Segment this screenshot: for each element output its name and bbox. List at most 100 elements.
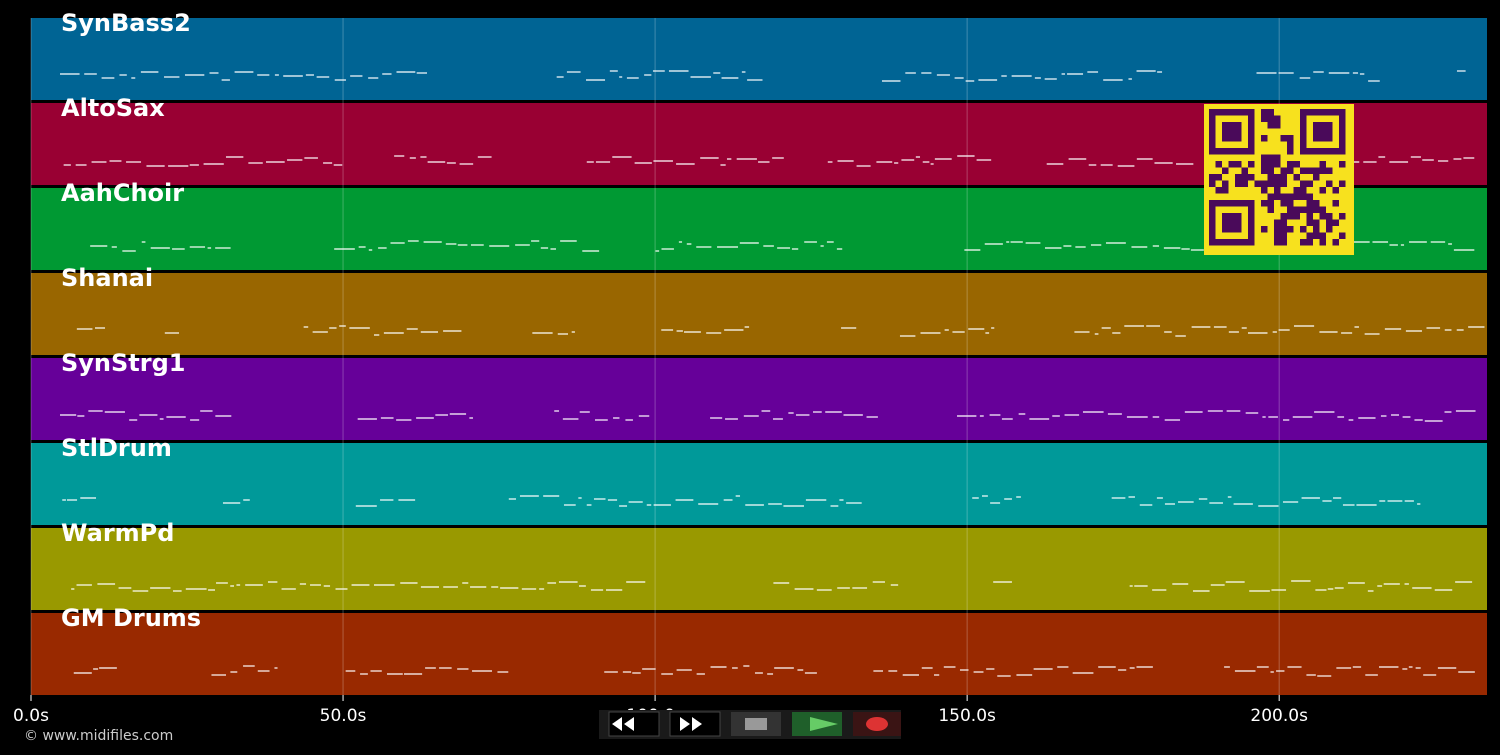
qr-cell (1241, 174, 1248, 181)
qr-cell (1306, 180, 1313, 187)
qr-cell (1267, 115, 1274, 122)
qr-cell (1300, 226, 1307, 233)
qr-cell (1274, 232, 1281, 239)
qr-cell (1235, 161, 1242, 168)
qr-cell (1339, 161, 1346, 168)
track-row (31, 358, 1487, 440)
qr-cell (1235, 174, 1242, 181)
qr-cell (1209, 180, 1216, 187)
qr-cell (1326, 213, 1333, 220)
qr-cell (1319, 206, 1326, 213)
qr-cell (1274, 193, 1281, 200)
qr-cell (1306, 239, 1313, 246)
qr-cell (1280, 200, 1287, 207)
forward-icon (680, 717, 702, 731)
qr-cell (1261, 187, 1268, 194)
qr-cell (1274, 180, 1281, 187)
qr-cell (1280, 193, 1287, 200)
qr-cell (1274, 239, 1281, 246)
qr-cell (1287, 161, 1294, 168)
qr-cell (1267, 193, 1274, 200)
qr-cell (1267, 174, 1274, 181)
qr-cell (1332, 219, 1339, 226)
qr-cell (1280, 226, 1287, 233)
track-label: WarmPd (61, 519, 174, 547)
qr-cell (1274, 187, 1281, 194)
track-label: GM Drums (61, 604, 201, 632)
qr-cell (1332, 200, 1339, 207)
qr-cell (1261, 161, 1268, 168)
qr-cell (1313, 206, 1320, 213)
track-row (31, 443, 1487, 525)
qr-cell (1261, 115, 1268, 122)
qr-cell (1267, 206, 1274, 213)
qr-cell (1326, 180, 1333, 187)
qr-cell (1261, 135, 1268, 142)
play-icon (810, 717, 838, 731)
qr-cell (1293, 161, 1300, 168)
track-label: AltoSax (61, 94, 165, 122)
qr-cell (1215, 174, 1222, 181)
qr-cell (1261, 154, 1268, 161)
qr-cell (1274, 115, 1281, 122)
qr-cell (1261, 200, 1268, 207)
tick-label: 200.0s (1250, 706, 1308, 726)
qr-cell (1287, 200, 1294, 207)
qr-cell (1306, 213, 1313, 220)
qr-cell (1313, 174, 1320, 181)
qr-cell (1332, 239, 1339, 246)
qr-finder (1222, 213, 1242, 233)
qr-cell (1293, 206, 1300, 213)
qr-cell (1280, 167, 1287, 174)
qr-cell (1222, 187, 1229, 194)
qr-cell (1306, 200, 1313, 207)
rewind-button[interactable] (608, 711, 660, 737)
qr-cell (1274, 219, 1281, 226)
qr-cell (1306, 232, 1313, 239)
qr-cell (1287, 206, 1294, 213)
qr-cell (1300, 187, 1307, 194)
qr-cell (1274, 154, 1281, 161)
qr-cell (1326, 219, 1333, 226)
qr-cell (1319, 161, 1326, 168)
track-row (31, 18, 1487, 100)
qr-cell (1319, 232, 1326, 239)
qr-cell (1267, 180, 1274, 187)
qr-cell (1209, 174, 1216, 181)
qr-cell (1339, 180, 1346, 187)
qr-cell (1261, 226, 1268, 233)
qr-cell (1332, 187, 1339, 194)
qr-cell (1306, 167, 1313, 174)
qr-cell (1326, 226, 1333, 233)
qr-cell (1215, 161, 1222, 168)
qr-cell (1293, 187, 1300, 194)
qr-cell (1319, 213, 1326, 220)
qr-cell (1280, 180, 1287, 187)
qr-cell (1280, 219, 1287, 226)
qr-cell (1280, 135, 1287, 142)
qr-cell (1228, 161, 1235, 168)
qr-cell (1287, 141, 1294, 148)
qr-cell (1313, 219, 1320, 226)
qr-cell (1339, 213, 1346, 220)
copyright: © www.midifiles.com (24, 728, 173, 744)
track-labels: SynBass2 AltoSax AahChoir Shanai SynStrg1 Stl… (61, 9, 201, 632)
qr-cell (1287, 226, 1294, 233)
qr-cell (1267, 161, 1274, 168)
track-label: Shanai (61, 264, 153, 292)
qr-cell (1267, 167, 1274, 174)
qr-cell (1261, 180, 1268, 187)
qr-cell (1241, 167, 1248, 174)
qr-cell (1274, 226, 1281, 233)
qr-cell (1248, 161, 1255, 168)
qr-finder (1222, 122, 1242, 142)
qr-cell (1287, 213, 1294, 220)
qr-cell (1215, 187, 1222, 194)
qr-cell (1274, 161, 1281, 168)
track-row (31, 613, 1487, 695)
qr-cell (1293, 174, 1300, 181)
qr-cell (1274, 122, 1281, 129)
track-label: StlDrum (61, 434, 172, 462)
qr-cell (1235, 180, 1242, 187)
track-label: AahChoir (61, 179, 184, 207)
